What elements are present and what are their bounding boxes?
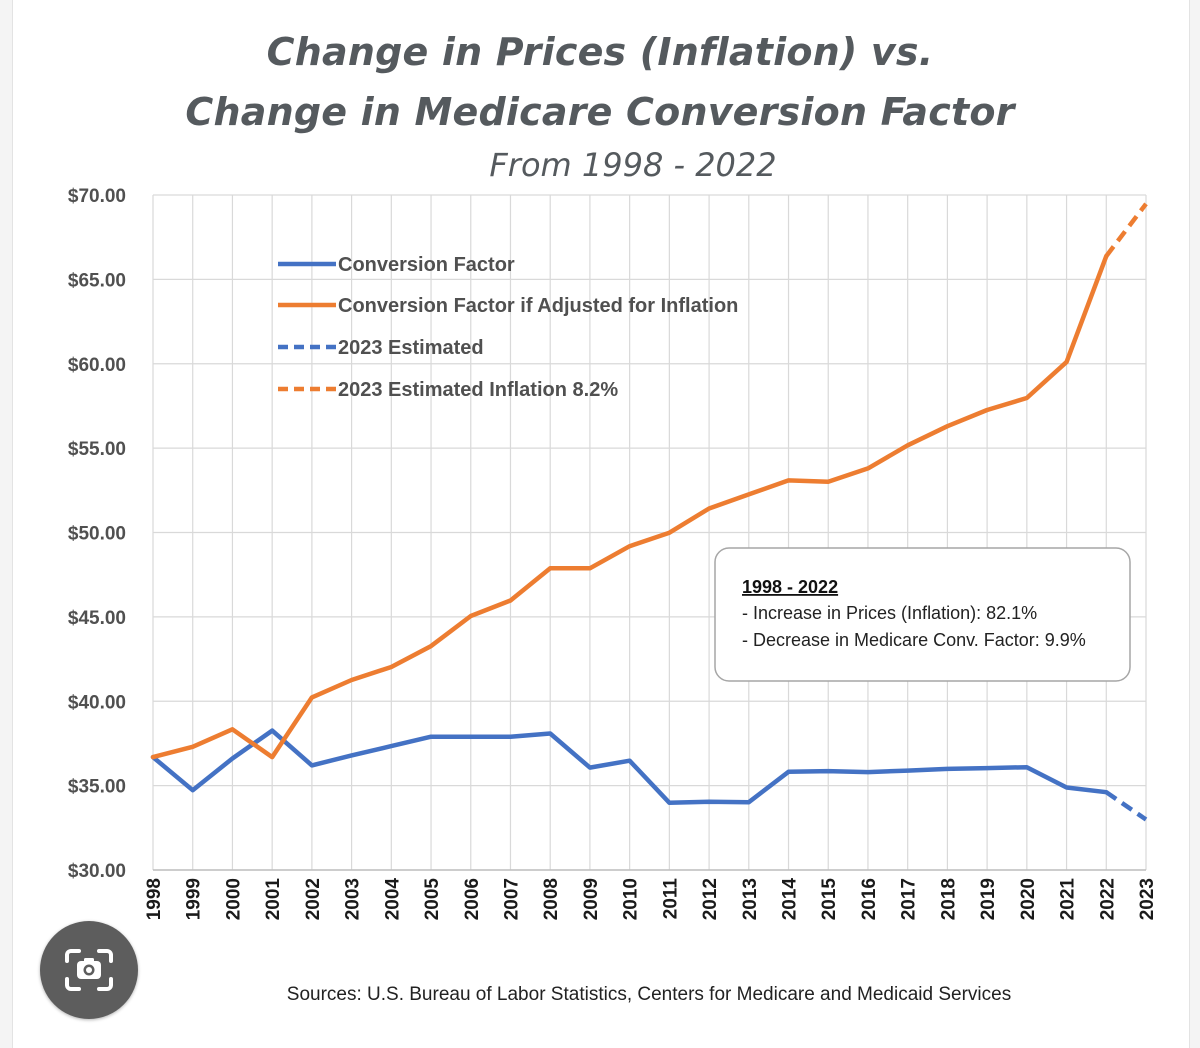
annotation-line: - Increase in Prices (Inflation): 82.1% [742, 603, 1037, 623]
y-tick-label: $65.00 [68, 270, 126, 291]
x-tick-label: 2008 [541, 878, 562, 920]
x-tick-label: 2019 [978, 878, 999, 920]
series-line-4 [1104, 202, 1148, 258]
x-tick-label: 2018 [938, 878, 959, 920]
x-tick-label: 2006 [462, 878, 483, 920]
x-tick-label: 2012 [700, 878, 721, 920]
x-tick-label: 2021 [1058, 878, 1079, 921]
chart-title-line-2: Change in Medicare Conversion Factor [185, 90, 1015, 134]
legend-label: 2023 Estimated Inflation 8.2% [338, 379, 618, 401]
y-tick-label: $45.00 [68, 608, 126, 629]
x-tick-label: 1998 [144, 878, 165, 920]
x-tick-label: 2007 [501, 878, 522, 920]
x-tick-label: 2013 [740, 878, 761, 920]
x-tick-label: 2002 [303, 878, 324, 920]
x-tick-label: 2005 [422, 878, 443, 921]
y-tick-label: $60.00 [68, 355, 126, 376]
chart-series [150, 202, 1148, 822]
annotation-line: - Decrease in Medicare Conv. Factor: 9.9… [742, 630, 1086, 650]
series-line-3 [1105, 790, 1148, 822]
annotation-frame [714, 547, 1131, 682]
chart-axes: $30.00 $35.00 $40.00 $45.00 $50.00 $55.00 $60.… [68, 186, 1158, 920]
x-tick-label: 2014 [780, 878, 801, 921]
y-tick-label: $30.00 [68, 861, 126, 882]
y-tick-label: $55.00 [68, 439, 126, 460]
x-tick-label: 2010 [621, 878, 642, 920]
x-tick-label: 2022 [1097, 878, 1118, 920]
legend-label: 2023 Estimated [338, 337, 484, 359]
lens-button[interactable] [40, 921, 138, 1019]
legend-label: Conversion Factor [338, 254, 515, 276]
x-tick-label: 2001 [263, 878, 284, 921]
annotation-heading: 1998 - 2022 [742, 577, 838, 597]
x-tick-label: 2004 [382, 878, 403, 921]
x-tick-label: 2000 [223, 878, 244, 920]
chart-page [12, 0, 1190, 1048]
x-tick-label: 2003 [343, 878, 364, 920]
x-tick-label: 2011 [660, 878, 681, 920]
chart-legend: Conversion Factor Conversion Factor if Ad… [278, 254, 738, 401]
y-tick-label: $35.00 [68, 777, 126, 798]
x-tick-label: 1999 [184, 878, 205, 920]
camera-lens-icon [65, 949, 113, 991]
x-tick-label: 2015 [819, 878, 840, 921]
x-tick-label: 2020 [1018, 878, 1039, 920]
x-tick-label: 2009 [581, 878, 602, 920]
y-tick-label: $40.00 [68, 692, 126, 713]
x-tick-label: 2017 [899, 878, 920, 920]
legend-label: Conversion Factor if Adjusted for Inflat… [338, 295, 738, 317]
annotation-box: 1998 - 2022 - Increase in Prices (Inflati… [714, 547, 1131, 682]
series-line-1 [150, 728, 1109, 806]
chart-subtitle: From 1998 - 2022 [489, 146, 777, 184]
y-tick-label: $50.00 [68, 524, 126, 545]
x-tick-label: 2016 [859, 878, 880, 920]
y-tick-label: $70.00 [68, 186, 126, 207]
series-line-2 [150, 253, 1109, 760]
sources-note: Sources: U.S. Bureau of Labor Statistics… [286, 984, 1012, 1005]
chart-title-line-1: Change in Prices (Inflation) vs. [266, 30, 934, 74]
x-tick-label: 2023 [1137, 878, 1158, 920]
